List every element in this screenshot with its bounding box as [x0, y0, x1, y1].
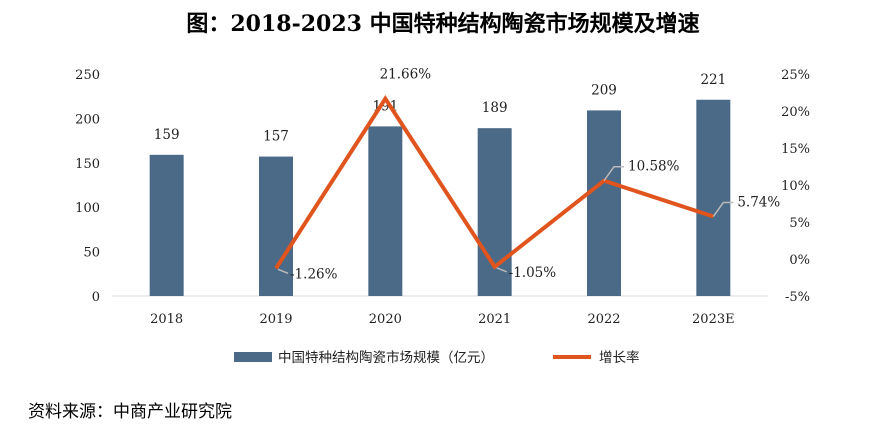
line-value-label: 21.66% [380, 67, 432, 83]
line-labels: -1.26% 21.66% -1.05% 10.58% 5.74% [277, 67, 780, 282]
bar [696, 99, 731, 296]
bar-value-label: 209 [591, 82, 617, 98]
right-axis: -5% 0% 5% 10% 15% 20% 25% [781, 68, 810, 305]
bar [477, 128, 512, 296]
left-tick-label: 50 [83, 246, 100, 261]
legend-bar-swatch [234, 352, 272, 362]
chart-area: 0 50 100 150 200 250 -5% 0% 5% 10% 15% 20% 25% 159 1… [75, 67, 810, 366]
x-tick-label: 2019 [259, 312, 292, 327]
x-tick-label: 2020 [369, 312, 402, 327]
callout-line [712, 201, 734, 217]
line-value-label: 10.58% [628, 159, 680, 175]
legend-line-label: 增长率 [599, 349, 640, 366]
line-value-label: -1.05% [509, 265, 557, 281]
right-tick-label: 0% [789, 253, 810, 268]
bar [259, 156, 293, 296]
bar-value-label: 221 [700, 72, 726, 88]
growth-line [274, 95, 714, 270]
left-tick-label: 100 [75, 201, 100, 216]
right-tick-label: 20% [781, 105, 810, 120]
line-value-label: -1.26% [290, 266, 338, 282]
right-tick-label: 15% [781, 142, 810, 157]
bar-value-label: 157 [263, 129, 289, 145]
bar [149, 154, 184, 296]
right-tick-label: 25% [781, 68, 810, 83]
x-tick-label: 2021 [478, 312, 511, 327]
bar [587, 110, 621, 297]
source-note: 资料来源：中商产业研究院 [28, 402, 232, 422]
callout-line [496, 267, 507, 273]
left-tick-label: 150 [75, 157, 100, 172]
bar-value-label: 189 [482, 100, 508, 116]
x-tick-label: 2018 [150, 312, 183, 327]
x-tick-label: 2022 [587, 312, 620, 327]
bar-value-label: 159 [154, 127, 180, 143]
right-tick-label: 5% [789, 216, 810, 231]
x-tick-label: 2023E [692, 312, 735, 327]
legend: 中国特种结构陶瓷市场规模（亿元） 增长率 [234, 349, 640, 366]
right-tick-label: -5% [785, 290, 810, 305]
left-tick-label: 250 [75, 68, 100, 83]
bar-series [149, 99, 731, 297]
legend-bar-label: 中国特种结构陶瓷市场规模（亿元） [278, 349, 494, 366]
callout-line [603, 165, 624, 182]
right-tick-label: 10% [781, 179, 810, 194]
left-tick-label: 200 [75, 112, 100, 127]
x-axis: 2018 2019 2020 2021 2022 2023E [150, 312, 735, 327]
chart-title: 图：2018-2023 中国特种结构陶瓷市场规模及增速 [186, 11, 700, 37]
line-value-label: 5.74% [737, 195, 780, 211]
growth-line-series [274, 95, 714, 270]
left-axis: 0 50 100 150 200 250 [75, 68, 100, 305]
bar [368, 126, 403, 296]
callout-line [277, 268, 289, 275]
left-tick-label: 0 [92, 290, 100, 305]
